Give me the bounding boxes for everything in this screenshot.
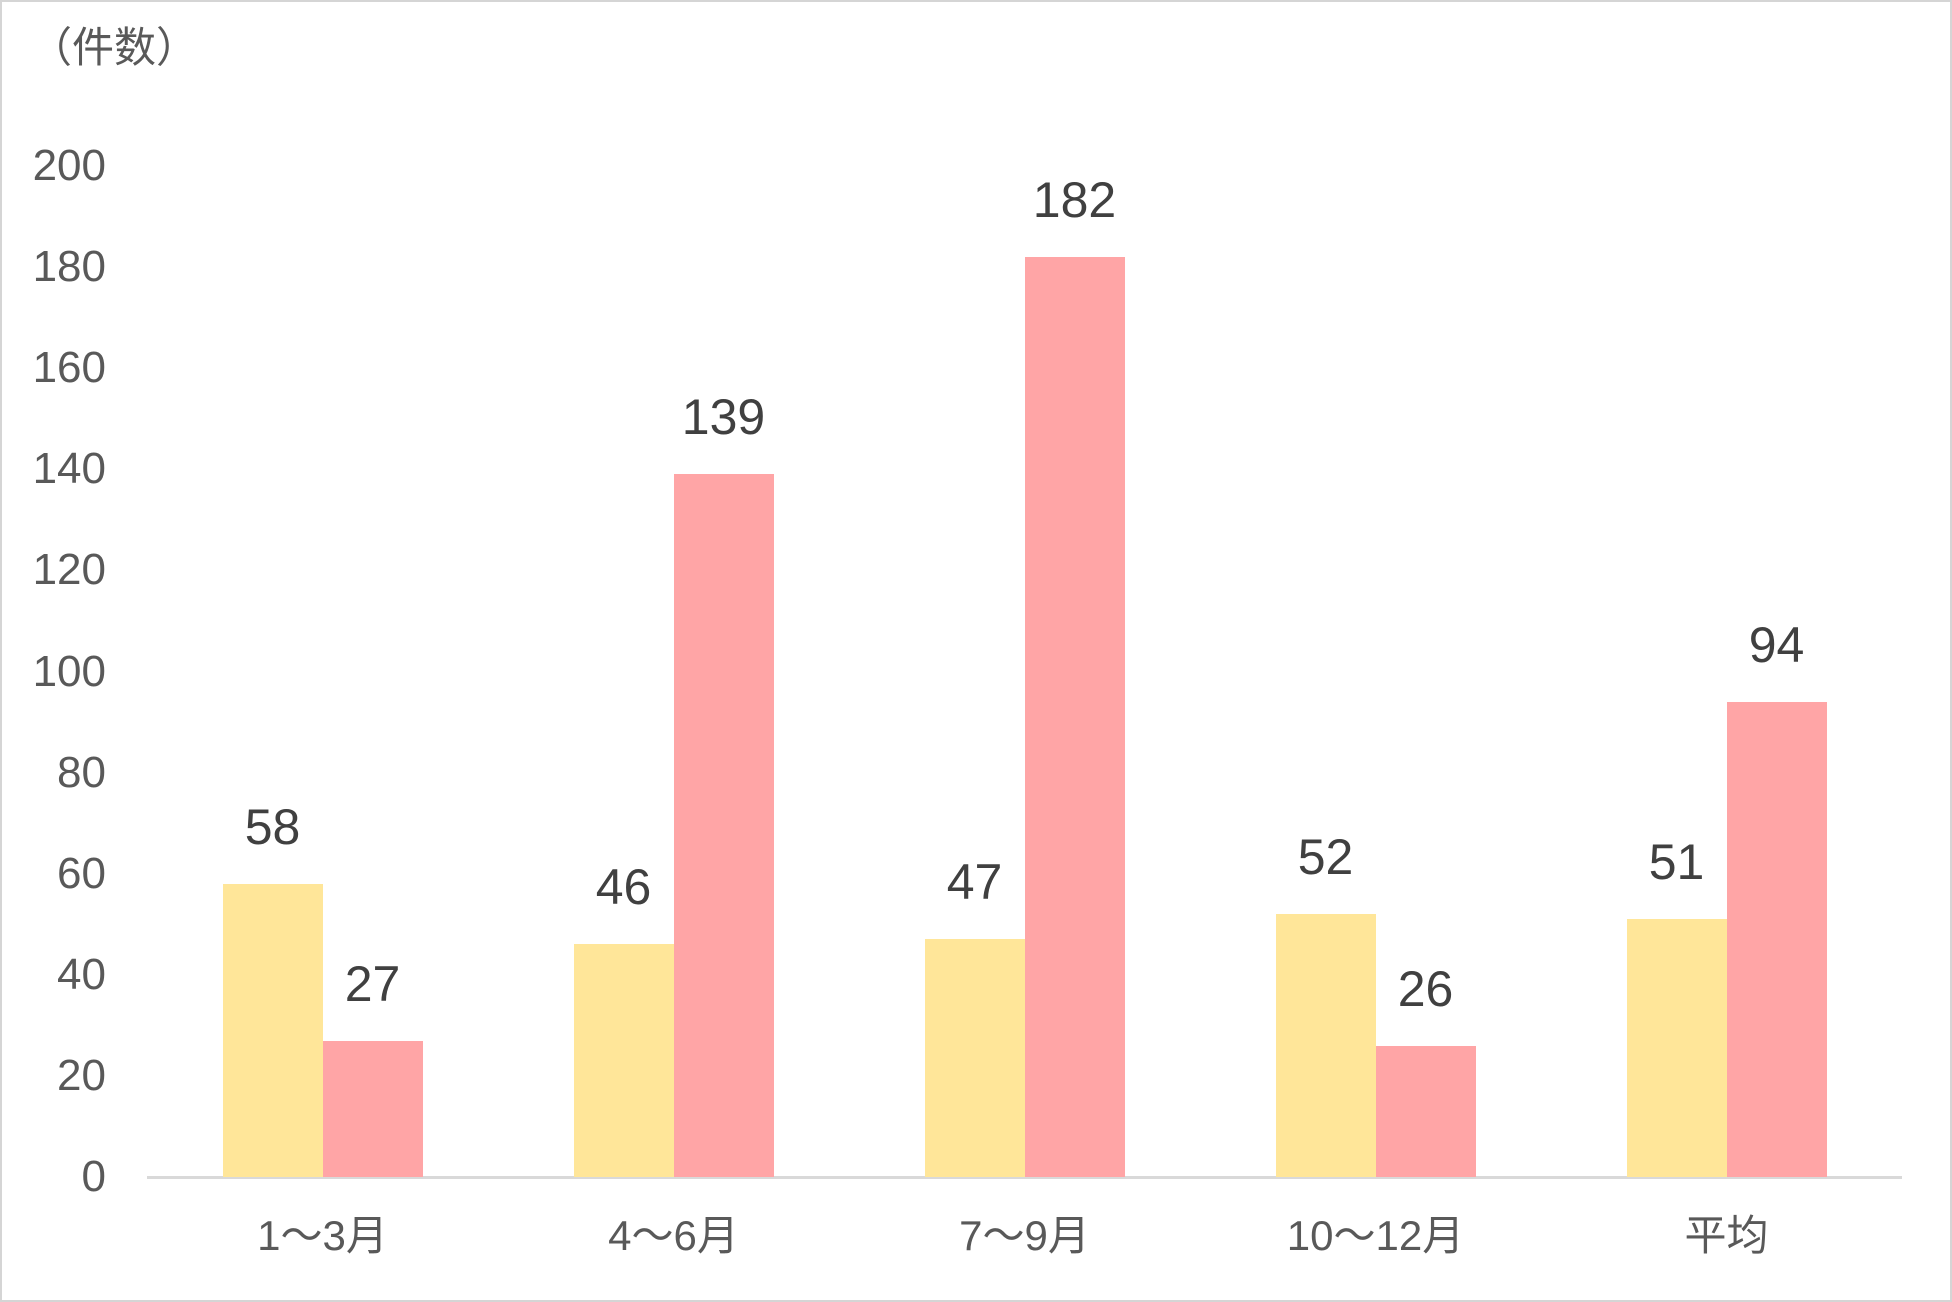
bar-series1 [222, 883, 323, 1177]
x-category-label: 7〜9月 [959, 1212, 1090, 1259]
x-category-label: 平均 [1684, 1212, 1769, 1259]
data-label-series2: 94 [1748, 616, 1805, 673]
x-category-label: 4〜6月 [608, 1212, 739, 1259]
bar-series2 [1375, 1045, 1476, 1177]
y-tick-label: 140 [32, 444, 106, 494]
x-category-label: 10〜12月 [1286, 1212, 1465, 1259]
bar-series2 [322, 1040, 423, 1177]
y-tick-label: 0 [81, 1152, 106, 1201]
y-tick-label: 160 [32, 343, 106, 393]
y-tick-label: 100 [32, 646, 106, 696]
x-category-label: 1〜3月 [257, 1212, 388, 1259]
bar-series1 [1626, 919, 1727, 1177]
data-label-series2: 182 [1032, 171, 1117, 228]
bar-series1 [1275, 914, 1376, 1177]
bar-series2 [673, 474, 774, 1177]
bar-series1 [924, 939, 1025, 1177]
data-label-series1: 47 [946, 854, 1003, 911]
data-label-series1: 52 [1297, 829, 1354, 886]
y-tick-label: 200 [32, 141, 106, 190]
data-label-series2: 26 [1397, 960, 1454, 1017]
x-axis-line [147, 1176, 1902, 1179]
bar-series1 [573, 944, 674, 1177]
y-tick-label: 80 [57, 747, 106, 797]
y-tick-label: 180 [32, 242, 106, 292]
data-label-series2: 27 [344, 955, 401, 1012]
y-tick-label: 40 [57, 949, 106, 999]
bar-series2 [1726, 701, 1827, 1177]
bar-series2 [1024, 256, 1125, 1177]
y-tick-label: 120 [32, 545, 106, 595]
data-label-series1: 51 [1648, 834, 1705, 891]
y-axis-unit-label: （件数） [30, 24, 199, 71]
data-label-series2: 139 [681, 389, 766, 446]
data-label-series1: 58 [244, 798, 301, 855]
data-label-series1: 46 [595, 859, 652, 916]
y-tick-label: 60 [57, 848, 106, 898]
y-tick-label: 20 [57, 1050, 106, 1100]
